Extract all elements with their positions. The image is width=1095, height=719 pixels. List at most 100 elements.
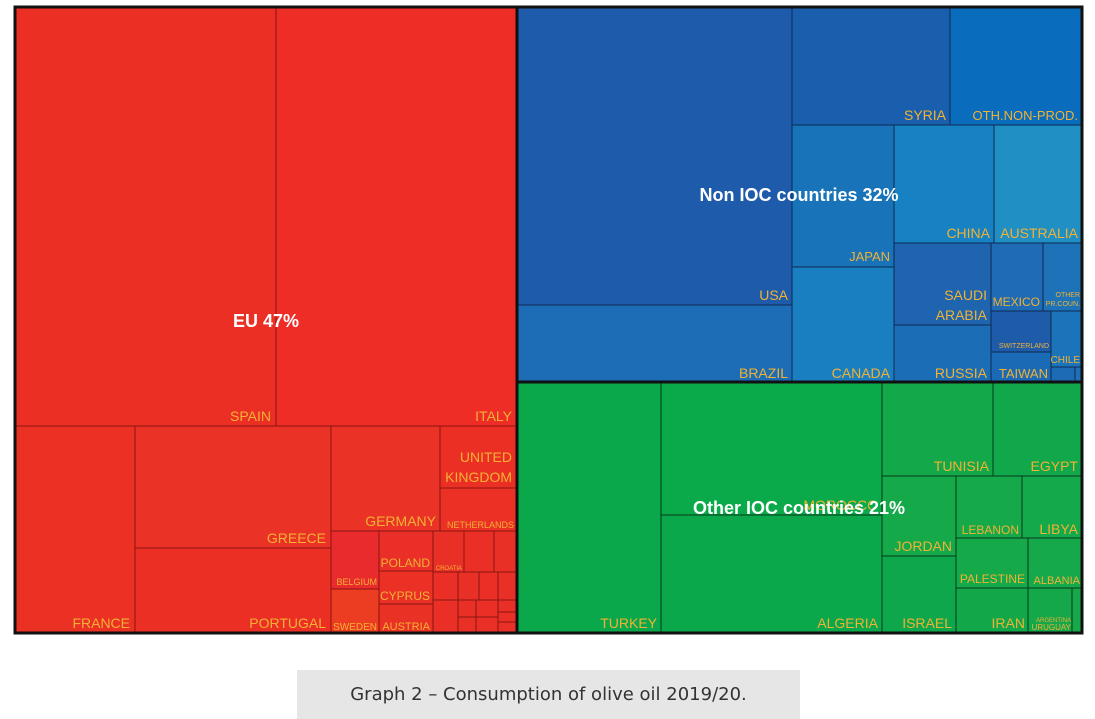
- label-australia: AUSTRALIA: [1000, 225, 1078, 241]
- label-saudi-line2: ARABIA: [936, 307, 988, 323]
- caption-box: Graph 2 – Consumption of olive oil 2019/…: [297, 670, 800, 719]
- cell-netherlands: [439, 487, 518, 532]
- label-china: CHINA: [946, 225, 990, 241]
- cell-israel: [881, 555, 957, 634]
- label-other-pr-line1: OTHER: [1056, 292, 1081, 299]
- label-albania: ALBANIA: [1034, 575, 1081, 587]
- cell-russia: [893, 324, 992, 383]
- label-usa: USA: [759, 287, 788, 303]
- label-tunisia: TUNISIA: [934, 458, 990, 474]
- eu-cells: [14, 6, 518, 634]
- cell-france: [14, 425, 136, 634]
- cell-small-eu-10: [497, 599, 518, 613]
- cell-argentina-uruguay: [1027, 587, 1073, 634]
- cell-other-pr-coun: [1042, 242, 1083, 312]
- cell-libya: [1021, 475, 1083, 539]
- cell-spain: [14, 6, 277, 427]
- label-canada: CANADA: [832, 365, 891, 381]
- cell-small-eu-6: [497, 571, 518, 601]
- non-ioc-labels: USA BRAZIL SYRIA OTH.NON-PROD. JAPAN CAN…: [739, 107, 1080, 381]
- label-cyprus: CYPRUS: [380, 589, 430, 603]
- cell-small-eu-2: [493, 530, 518, 573]
- label-croatia: CROATIA: [436, 566, 462, 572]
- label-sweden: SWEDEN: [333, 622, 377, 633]
- cell-small-eu-5: [478, 571, 499, 601]
- label-germany: GERMANY: [365, 513, 436, 529]
- other-ioc-labels: TURKEY MOROCCO ALGERIA TUNISIA EGYPT JOR…: [600, 458, 1080, 632]
- label-netherlands: NETHERLANDS: [447, 520, 514, 530]
- group-label-eu: EU 47%: [233, 311, 299, 331]
- label-uk-line2: KINGDOM: [445, 469, 512, 485]
- cell-oth-non-prod: [949, 6, 1083, 126]
- group-labels: EU 47% Non IOC countries 32% Other IOC c…: [233, 185, 905, 518]
- label-france: FRANCE: [72, 615, 130, 631]
- cell-small-eu-9: [475, 599, 499, 618]
- cell-usa: [516, 6, 793, 306]
- cell-small-eu-7: [432, 599, 459, 634]
- label-iran: IRAN: [992, 615, 1025, 631]
- non-ioc-cells: [516, 6, 1083, 383]
- label-russia: RUSSIA: [935, 365, 988, 381]
- label-belgium: BELGIUM: [336, 577, 377, 587]
- other-ioc-cells: [516, 381, 1083, 634]
- cell-poland: [378, 530, 434, 572]
- label-austria: AUSTRIA: [382, 621, 430, 633]
- label-uk-line1: UNITED: [460, 449, 512, 465]
- olive-oil-treemap: SPAIN ITALY FRANCE GREECE PORTUGAL GERMA…: [13, 5, 1084, 635]
- cell-albania: [1027, 537, 1083, 589]
- cell-morocco: [660, 381, 883, 516]
- label-argentina: ARGENTINA: [1036, 618, 1071, 624]
- cell-small-eu-1: [463, 530, 495, 573]
- cell-iran: [955, 587, 1029, 634]
- cell-austria: [378, 603, 434, 634]
- label-turkey: TURKEY: [600, 615, 657, 631]
- cell-canada: [791, 266, 895, 383]
- other-ioc-outline: [515, 380, 1084, 635]
- label-palestine: PALESTINE: [960, 572, 1025, 586]
- group-label-other-ioc: Other IOC countries 21%: [693, 498, 905, 518]
- cell-small-eu-13: [475, 616, 499, 634]
- label-japan: JAPAN: [849, 249, 890, 264]
- label-libya: LIBYA: [1039, 521, 1078, 537]
- cell-small-eu-11: [497, 611, 518, 623]
- cell-small-eu-8: [457, 599, 477, 618]
- label-mexico: MEXICO: [993, 295, 1040, 309]
- label-chile: CHILE: [1051, 355, 1081, 366]
- label-saudi-line1: SAUDI: [944, 287, 987, 303]
- label-switzerland: SWITZERLAND: [999, 343, 1049, 350]
- cell-germany: [330, 425, 441, 532]
- label-algeria: ALGERIA: [817, 615, 878, 631]
- label-greece: GREECE: [267, 530, 326, 546]
- label-taiwan: TAIWAN: [999, 366, 1048, 381]
- cell-small-eu-3: [432, 571, 459, 601]
- cell-small-non-ioc-1: [1050, 366, 1076, 383]
- group-outlines: [13, 5, 1084, 635]
- label-syria: SYRIA: [904, 107, 947, 123]
- label-lebanon: LEBANON: [962, 523, 1019, 537]
- cell-brazil: [516, 304, 793, 383]
- cell-small-eu-12: [457, 616, 477, 634]
- label-portugal: PORTUGAL: [249, 615, 326, 631]
- cell-italy: [275, 6, 518, 427]
- group-label-non-ioc: Non IOC countries 32%: [699, 185, 898, 205]
- label-uruguay: URUGUAY: [1032, 623, 1072, 632]
- cell-syria: [791, 6, 951, 126]
- label-egypt: EGYPT: [1031, 458, 1079, 474]
- label-poland: POLAND: [381, 556, 431, 570]
- label-morocco: MOROCCO: [803, 497, 878, 513]
- cell-australia: [993, 124, 1083, 244]
- cell-turkey: [516, 381, 662, 634]
- cell-small-eu-14: [497, 621, 518, 634]
- eu-labels: SPAIN ITALY FRANCE GREECE PORTUGAL GERMA…: [72, 408, 514, 633]
- cell-lebanon: [955, 475, 1023, 539]
- label-spain: SPAIN: [230, 408, 271, 424]
- figure-caption: Graph 2 – Consumption of olive oil 2019/…: [350, 684, 747, 705]
- cell-small-eu-4: [457, 571, 480, 601]
- cell-jordan: [881, 475, 957, 557]
- cell-egypt: [992, 381, 1083, 477]
- cell-united-kingdom: [439, 425, 518, 489]
- label-jordan: JORDAN: [894, 538, 952, 554]
- label-other-pr-line2: PR.COUN.: [1046, 301, 1080, 308]
- label-oth-non-prod: OTH.NON-PROD.: [973, 108, 1078, 123]
- cell-china: [893, 124, 995, 244]
